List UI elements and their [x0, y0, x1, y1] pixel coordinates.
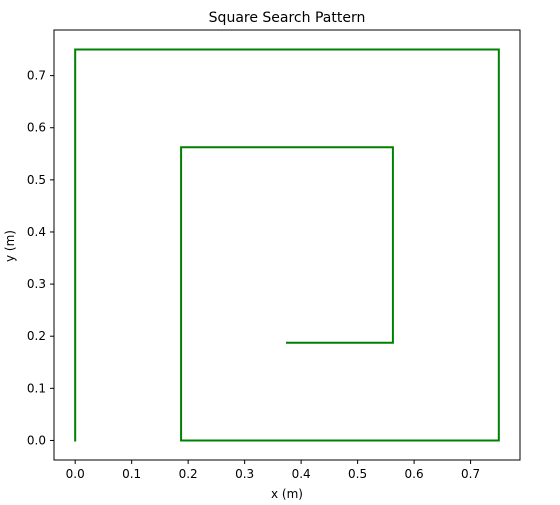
x-tick-label: 0.5	[348, 467, 367, 481]
x-tick-label: 0.4	[292, 467, 311, 481]
y-tick-label: 0.2	[27, 329, 46, 343]
x-tick-label: 0.1	[122, 467, 141, 481]
y-tick-label: 0.1	[27, 381, 46, 395]
x-axis-label: x (m)	[271, 487, 303, 501]
y-tick-label: 0.4	[27, 225, 46, 239]
x-tick-label: 0.0	[66, 467, 85, 481]
x-tick-label: 0.3	[235, 467, 254, 481]
y-tick-label: 0.5	[27, 173, 46, 187]
series-line-0	[74, 48, 500, 442]
y-axis-label: y (m)	[3, 230, 17, 262]
plot-frame	[53, 29, 521, 461]
chart-title: Square Search Pattern	[209, 10, 366, 26]
x-tick-label: 0.2	[179, 467, 198, 481]
x-axis: 0.0 0.1 0.2 0.3 0.4 0.5 0.6 0.7	[66, 460, 480, 481]
x-tick-label: 0.6	[405, 467, 424, 481]
y-tick-label: 0.0	[27, 433, 46, 447]
y-tick-label: 0.3	[27, 277, 46, 291]
y-tick-label: 0.6	[27, 121, 46, 135]
y-axis: 0.0 0.1 0.2 0.3 0.4 0.5 0.6 0.7	[27, 69, 54, 447]
plot-area	[53, 29, 521, 461]
x-tick-label: 0.7	[461, 467, 480, 481]
y-tick-label: 0.7	[27, 69, 46, 83]
